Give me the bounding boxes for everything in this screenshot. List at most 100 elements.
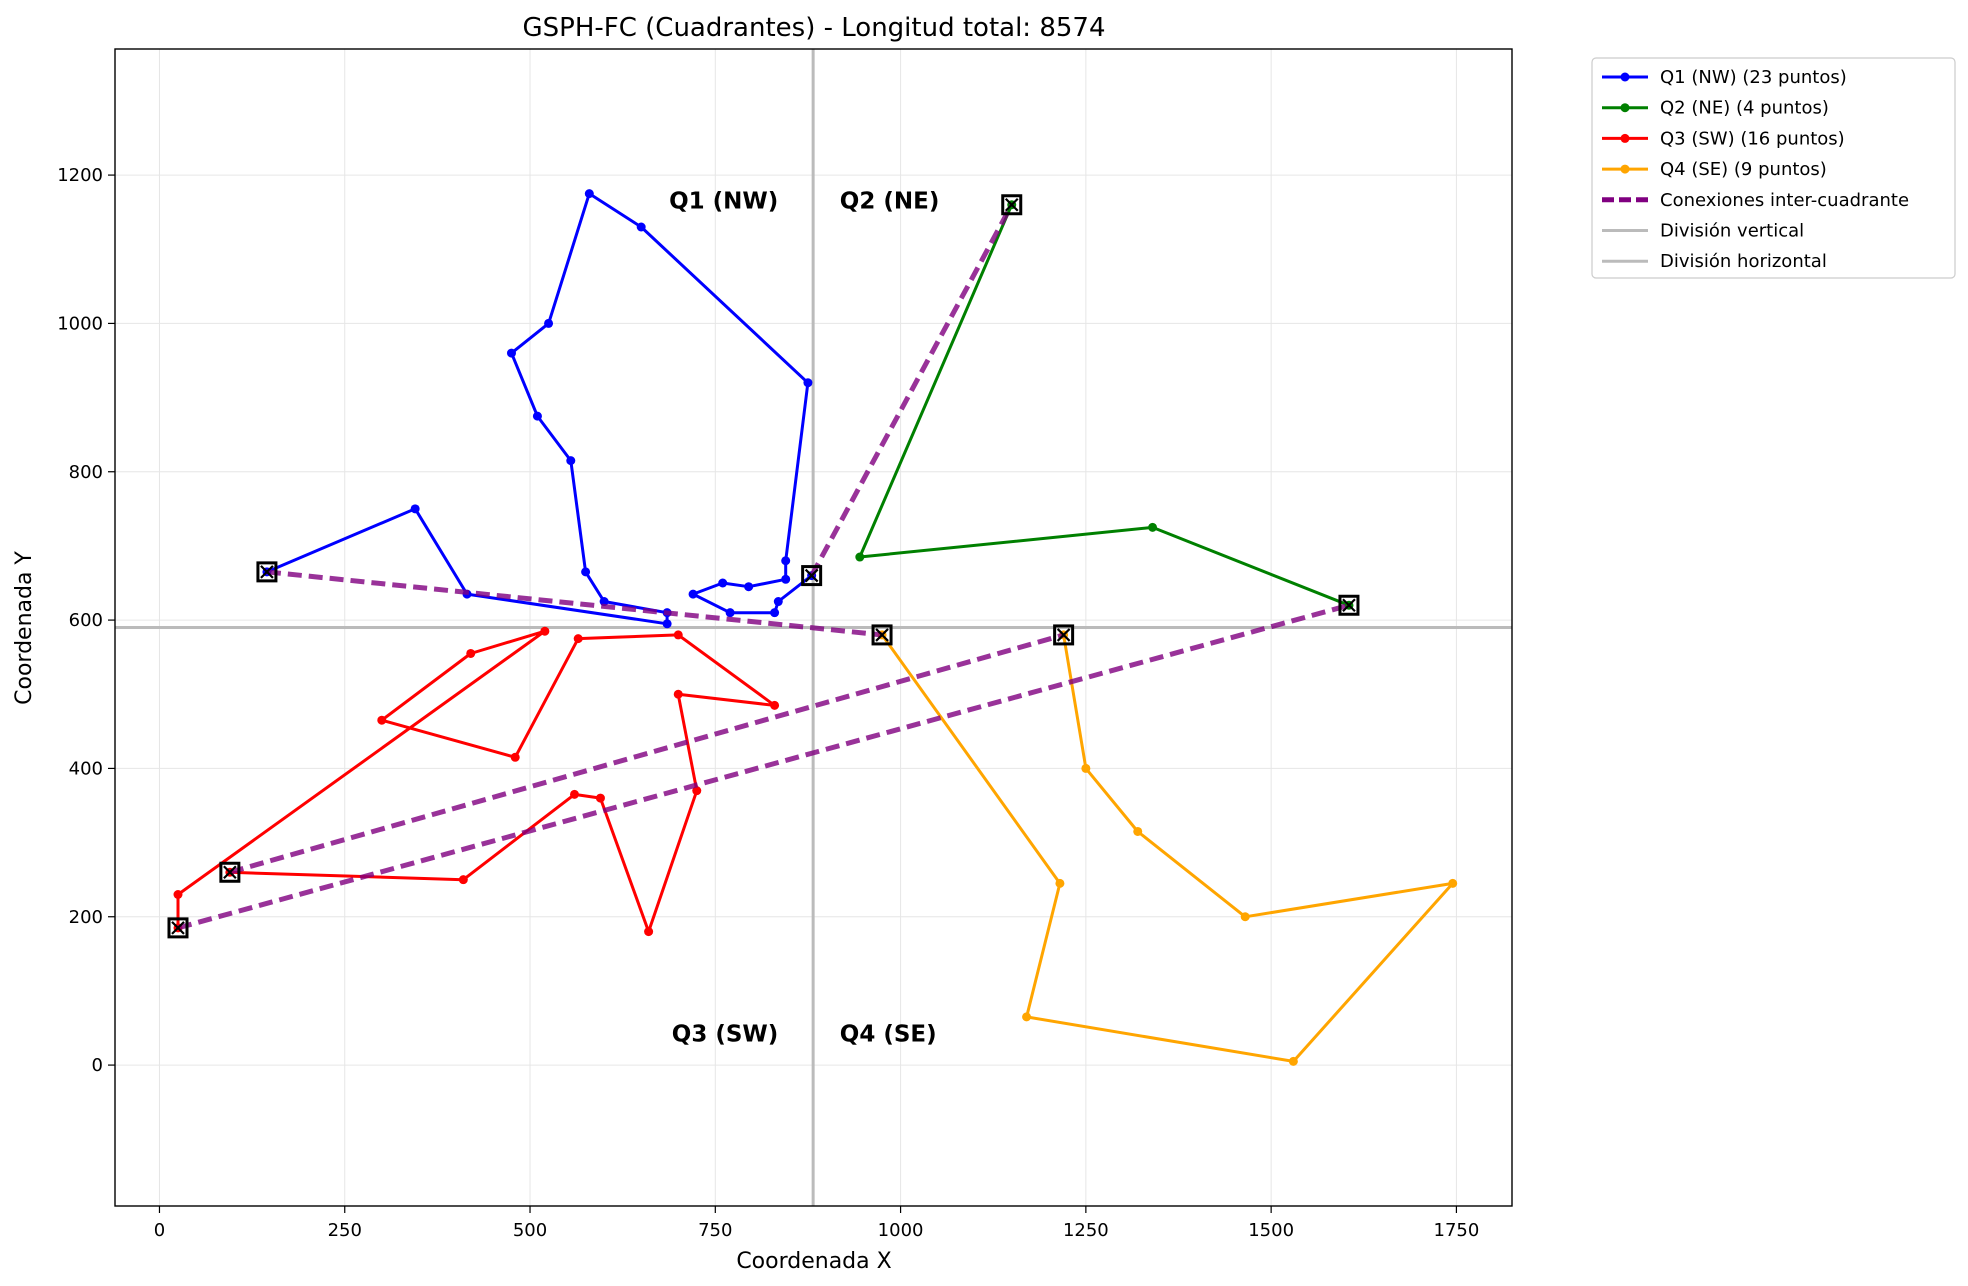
- data-point-q1: [544, 318, 554, 328]
- legend-label: Q3 (SW) (16 puntos): [1660, 128, 1845, 149]
- data-point-q1: [410, 504, 420, 514]
- legend-label: Q1 (NW) (23 puntos): [1660, 67, 1847, 88]
- inter-quadrant-connection: [229, 632, 1065, 875]
- axis-ticks: 0 250 500 750 1000 1250 1500 1750 0 200 400 600 800 1…: [57, 165, 1479, 1241]
- endpoint-marker: [871, 624, 893, 646]
- legend-item: Q4 (SE) (9 puntos): [1602, 159, 1827, 180]
- y-tick-label: 800: [69, 462, 103, 483]
- quadrant-label: Q2 (NE): [840, 188, 940, 214]
- legend-item: Conexiones inter-cuadrante: [1602, 190, 1909, 211]
- data-point-q1: [581, 567, 591, 577]
- y-tick-label: 200: [69, 907, 103, 928]
- series-line-q2: [858, 204, 1350, 607]
- markers-layer: [167, 194, 1360, 939]
- data-point-q3: [540, 626, 550, 636]
- x-tick-label: 250: [328, 1220, 362, 1241]
- legend-label: División horizontal: [1660, 251, 1827, 272]
- chart-title: GSPH-FC (Cuadrantes) - Longitud total: 8…: [523, 13, 1106, 43]
- data-point-q1: [781, 556, 791, 566]
- endpoint-marker: [256, 561, 278, 583]
- data-point-q1: [688, 589, 698, 599]
- x-tick-label: 750: [698, 1220, 732, 1241]
- endpoint-cross-icon: [223, 865, 237, 880]
- endpoint-marker: [167, 917, 189, 939]
- inter-quadrant-connection: [266, 569, 883, 638]
- data-point-q3: [770, 700, 780, 710]
- connections-layer: [177, 203, 1350, 931]
- y-tick-label: 0: [92, 1055, 103, 1076]
- quadrant-label: Q1 (NW): [669, 188, 778, 214]
- data-point-q3: [573, 634, 583, 644]
- y-axis-label: Coordenada Y: [12, 551, 37, 705]
- endpoint-cross-icon: [1004, 197, 1019, 212]
- legend-swatch-marker: [1620, 72, 1630, 82]
- y-tick-label: 600: [69, 610, 103, 631]
- y-tick-label: 400: [69, 758, 103, 779]
- endpoint-cross-icon: [260, 565, 274, 579]
- data-point-q3: [673, 630, 683, 640]
- endpoint-marker: [219, 861, 241, 883]
- data-point-q3: [595, 793, 605, 803]
- data-point-q1: [718, 578, 728, 588]
- data-point-q3: [377, 715, 387, 725]
- y-tick-label: 1200: [57, 165, 103, 186]
- legend: Q1 (NW) (23 puntos) Q2 (NE) (4 puntos) Q3 …: [1591, 57, 1956, 279]
- data-point-q3: [673, 689, 683, 699]
- quadrant-labels: Q1 (NW) Q2 (NE) Q3 (SW) Q4 (SE): [669, 188, 939, 1047]
- legend-swatch-marker: [1620, 103, 1630, 113]
- legend-swatch-marker: [1620, 133, 1630, 143]
- data-point-q4: [1055, 878, 1065, 888]
- legend-item: División vertical: [1602, 221, 1804, 242]
- data-point-q1: [773, 597, 783, 607]
- legend-item: Q1 (NW) (23 puntos): [1602, 67, 1847, 88]
- endpoint-cross-icon: [1342, 598, 1356, 613]
- data-point-q3: [644, 927, 654, 937]
- data-point-q1: [803, 378, 813, 388]
- endpoint-marker: [1338, 594, 1360, 616]
- data-point-q3: [569, 789, 579, 799]
- data-point-q3: [173, 890, 183, 899]
- inter-quadrant-connection: [177, 602, 1350, 931]
- legend-item: Q2 (NE) (4 puntos): [1602, 98, 1829, 119]
- data-point-q2: [1148, 522, 1158, 532]
- data-point-q4: [1022, 1012, 1032, 1022]
- y-tick-label: 1000: [57, 313, 103, 334]
- data-point-q4: [1240, 912, 1250, 922]
- endpoint-marker: [801, 565, 823, 587]
- inter-quadrant-connection: [809, 203, 1014, 577]
- legend-label: Q2 (NE) (4 puntos): [1660, 98, 1829, 119]
- x-tick-label: 1250: [1063, 1220, 1109, 1241]
- data-point-q3: [466, 648, 476, 658]
- quadrant-label: Q3 (SW): [672, 1021, 779, 1047]
- data-point-q1: [566, 456, 576, 466]
- series-line-q3: [176, 629, 777, 934]
- legend-item: Q3 (SW) (16 puntos): [1602, 128, 1845, 149]
- legend-frame: [1591, 57, 1956, 279]
- x-tick-label: 0: [154, 1220, 165, 1241]
- data-point-q1: [770, 608, 780, 618]
- data-point-q4: [1288, 1056, 1298, 1066]
- x-tick-label: 1000: [878, 1220, 924, 1241]
- x-tick-label: 500: [513, 1220, 547, 1241]
- data-point-q1: [506, 348, 516, 358]
- quadrant-label: Q4 (SE): [840, 1021, 937, 1047]
- endpoint-marker: [1053, 624, 1075, 646]
- endpoint-cross-icon: [171, 921, 185, 935]
- data-point-q1: [584, 189, 594, 199]
- data-point-q1: [781, 574, 791, 584]
- legend-item: División horizontal: [1602, 251, 1827, 272]
- data-point-q1: [725, 608, 735, 618]
- data-point-q3: [458, 875, 468, 885]
- data-point-q3: [692, 786, 702, 796]
- legend-label: Q4 (SE) (9 puntos): [1660, 159, 1827, 180]
- legend-label: Conexiones inter-cuadrante: [1660, 190, 1909, 211]
- data-point-q1: [636, 222, 646, 232]
- legend-label: División vertical: [1660, 221, 1804, 242]
- data-point-q1: [532, 411, 542, 421]
- data-point-q2: [855, 552, 865, 562]
- x-axis-label: Coordenada X: [736, 1249, 891, 1274]
- endpoint-cross-icon: [804, 568, 819, 583]
- data-point-q4: [1448, 878, 1458, 888]
- data-point-q1: [662, 619, 672, 629]
- x-tick-label: 1500: [1248, 1220, 1294, 1241]
